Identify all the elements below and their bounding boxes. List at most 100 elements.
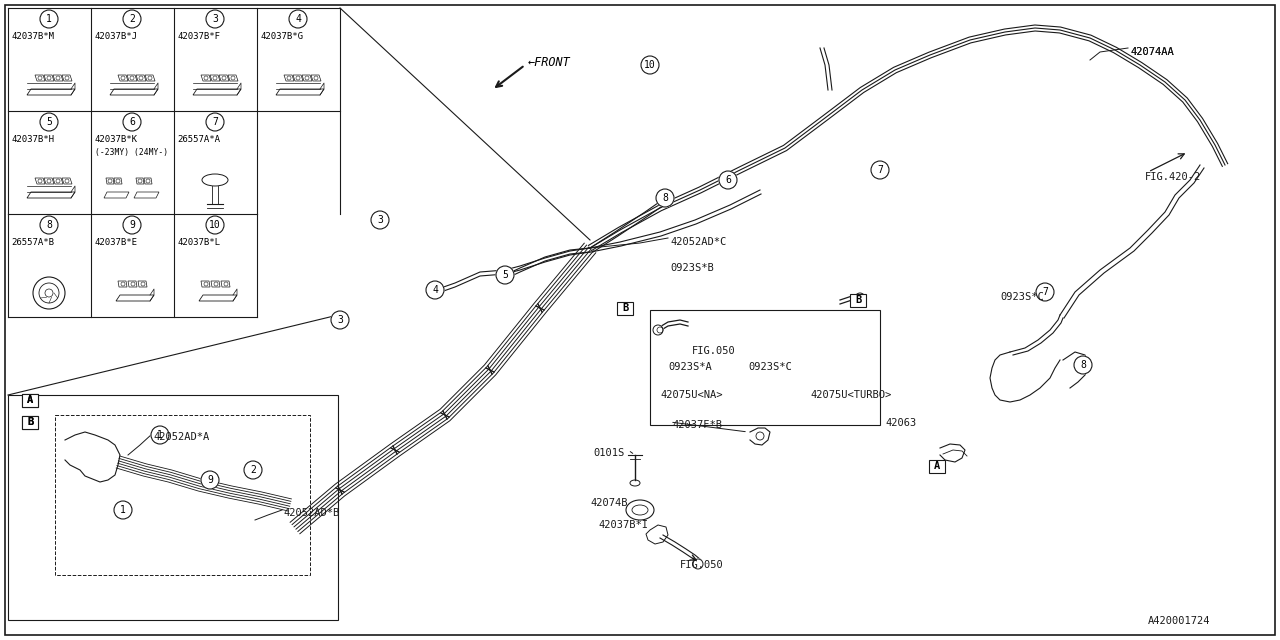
Bar — [850, 294, 867, 307]
Circle shape — [692, 559, 703, 569]
Circle shape — [1036, 283, 1053, 301]
Text: 2: 2 — [250, 465, 256, 475]
Text: 0101S: 0101S — [593, 448, 625, 458]
Circle shape — [289, 10, 307, 28]
Text: B: B — [855, 295, 861, 305]
Circle shape — [123, 113, 141, 131]
Circle shape — [641, 56, 659, 74]
Text: 9: 9 — [129, 220, 134, 230]
Text: ←FRONT: ←FRONT — [529, 56, 571, 68]
Text: 42052AD*B: 42052AD*B — [283, 508, 339, 518]
Text: FIG.050: FIG.050 — [680, 560, 723, 570]
Circle shape — [206, 216, 224, 234]
Bar — [22, 415, 38, 429]
Circle shape — [40, 216, 58, 234]
Circle shape — [206, 10, 224, 28]
Text: 3: 3 — [212, 14, 218, 24]
Circle shape — [1074, 356, 1092, 374]
Circle shape — [371, 211, 389, 229]
Text: 0923S*B: 0923S*B — [669, 263, 714, 273]
Text: A: A — [27, 395, 33, 405]
Circle shape — [657, 189, 675, 207]
Text: 7: 7 — [212, 117, 218, 127]
Circle shape — [244, 461, 262, 479]
Text: B: B — [27, 417, 33, 427]
Text: 4: 4 — [433, 285, 438, 295]
Text: 42037F*B: 42037F*B — [672, 420, 722, 430]
Text: FIG.050: FIG.050 — [692, 346, 736, 356]
Text: 0923S*A: 0923S*A — [668, 362, 712, 372]
Circle shape — [426, 281, 444, 299]
Text: 42074B: 42074B — [590, 498, 627, 508]
Text: 5: 5 — [502, 270, 508, 280]
Text: 9: 9 — [207, 475, 212, 485]
Bar — [55, 415, 310, 575]
Text: 42037B*L: 42037B*L — [177, 238, 220, 247]
Circle shape — [151, 426, 169, 444]
Circle shape — [870, 161, 890, 179]
Text: 2: 2 — [129, 14, 134, 24]
Text: 42075U<NA>: 42075U<NA> — [660, 390, 722, 400]
Text: 6: 6 — [724, 175, 731, 185]
Bar — [22, 394, 38, 406]
Text: 4: 4 — [296, 14, 301, 24]
Text: 42037B*F: 42037B*F — [177, 32, 220, 41]
Text: 42074AA: 42074AA — [1130, 47, 1174, 57]
Circle shape — [756, 432, 764, 440]
Text: (-23MY) (24MY-): (-23MY) (24MY-) — [96, 148, 169, 157]
Text: 6: 6 — [129, 117, 134, 127]
Text: 42037B*M: 42037B*M — [12, 32, 54, 41]
Text: 7: 7 — [877, 165, 883, 175]
Circle shape — [855, 293, 865, 303]
Circle shape — [206, 113, 224, 131]
Text: A420001724: A420001724 — [1148, 616, 1211, 626]
Circle shape — [653, 325, 663, 335]
Text: 0923S*C: 0923S*C — [748, 362, 792, 372]
Text: FIG.420-2: FIG.420-2 — [1146, 172, 1201, 182]
Circle shape — [123, 216, 141, 234]
Text: 0923S*C: 0923S*C — [1000, 292, 1043, 302]
Text: 10: 10 — [644, 60, 655, 70]
Circle shape — [33, 277, 65, 309]
Text: B: B — [622, 303, 628, 313]
Circle shape — [123, 10, 141, 28]
Text: 26557A*B: 26557A*B — [12, 238, 54, 247]
Bar — [650, 310, 881, 425]
Circle shape — [40, 10, 58, 28]
Circle shape — [497, 266, 515, 284]
Circle shape — [332, 311, 349, 329]
Text: 1: 1 — [157, 430, 163, 440]
Bar — [22, 415, 38, 429]
Bar — [617, 301, 634, 314]
Text: 42063: 42063 — [884, 418, 916, 428]
Circle shape — [114, 501, 132, 519]
Text: 3: 3 — [337, 315, 343, 325]
Text: 42037B*H: 42037B*H — [12, 135, 54, 144]
Text: 42052AD*C: 42052AD*C — [669, 237, 726, 247]
Text: 8: 8 — [46, 220, 52, 230]
Text: 8: 8 — [662, 193, 668, 203]
Text: 42052AD*A: 42052AD*A — [154, 432, 209, 442]
Text: 10: 10 — [209, 220, 221, 230]
Circle shape — [40, 113, 58, 131]
Text: 42037B*I: 42037B*I — [598, 520, 648, 530]
Text: 1: 1 — [46, 14, 52, 24]
Text: 42075U<TURBO>: 42075U<TURBO> — [810, 390, 891, 400]
Text: 7: 7 — [1042, 287, 1048, 297]
Text: A: A — [27, 395, 33, 405]
Text: 8: 8 — [1080, 360, 1085, 370]
Text: A: A — [934, 461, 940, 471]
Bar — [929, 460, 945, 472]
Text: 42074AA: 42074AA — [1130, 47, 1174, 57]
Bar — [8, 395, 338, 620]
Text: 5: 5 — [46, 117, 52, 127]
Bar — [22, 394, 38, 406]
Text: 26557A*A: 26557A*A — [177, 135, 220, 144]
Text: 42037B*E: 42037B*E — [93, 238, 137, 247]
Text: 3: 3 — [378, 215, 383, 225]
Text: 42037B*G: 42037B*G — [260, 32, 303, 41]
Text: 1: 1 — [120, 505, 125, 515]
Text: 42037B*K: 42037B*K — [93, 135, 137, 144]
Circle shape — [201, 471, 219, 489]
Text: 42037B*J: 42037B*J — [93, 32, 137, 41]
